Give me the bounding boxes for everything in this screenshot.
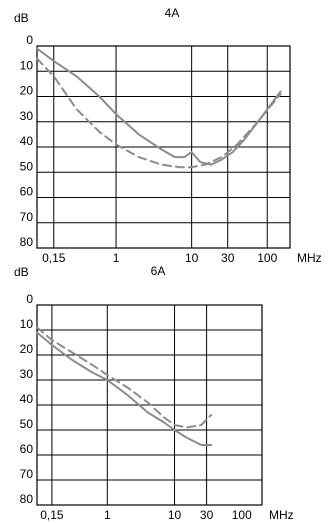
chart-0-ytick-label-4: 40 [20,134,34,148]
chart-0-ytick-label-8: 80 [20,235,34,249]
chart-0-xtick-label-3: 30 [221,251,235,265]
chart-0-ytick-label-1: 10 [20,58,34,72]
chart-1-xtick-label-1: 1 [104,508,111,522]
chart-0-title: 4A [165,6,180,20]
chart-1-xtick-label-0: 0,15 [40,508,64,522]
chart-6a: 0 10 20 30 40 50 60 70 80 0,15 1 10 30 100 MHz dB 6A [14,264,294,522]
chart-0-ytick-label-3: 30 [20,109,34,123]
chart-1-ytick-label-7: 70 [20,467,34,481]
chart-0-xtick-label-1: 1 [113,251,120,265]
chart-1-ytick-label-4: 40 [20,392,34,406]
chart-0-frame [36,45,291,249]
chart-0-series-solid-line [36,47,282,166]
chart-1-xtick-label-2: 10 [168,508,182,522]
chart-0-ytick-label-7: 70 [20,210,34,224]
chart-0-ytick-label-2: 20 [20,84,34,98]
chart-1-ytick-label-1: 10 [20,317,34,331]
chart-1-ytick-label-8: 80 [20,492,34,506]
chart-1-xunit-label: MHz [269,508,294,522]
chart-0-xtick-label-2: 10 [185,251,199,265]
chart-1-ytick-label-6: 60 [20,442,34,456]
chart-0-series-dashed-line [36,57,282,169]
chart-0-xtick-label-4: 100 [257,251,277,265]
chart-1-ytick-label-5: 50 [20,417,34,431]
chart-0-ytick-label-5: 50 [20,159,34,173]
chart-1-ytick-label-2: 20 [20,342,34,356]
chart-1-ytick-label-0: 0 [26,292,33,306]
chart-1-xtick-label-4: 100 [232,508,252,522]
chart-1-series-solid-line [36,331,213,446]
chart-0-ylabel: dB [14,11,29,25]
chart-4a: 0 10 20 30 40 50 60 70 80 0,15 1 10 30 100 MHz dB 4A [14,6,322,265]
chart-1-xtick-label-3: 30 [200,508,214,522]
chart-1-ytick-label-3: 30 [20,367,34,381]
chart-0-xtick-label-0: 0,15 [42,251,66,265]
chart-1-series-dashed-line [36,326,213,429]
chart-0-ytick-label-0: 0 [26,33,33,47]
chart-0-xunit-label: MHz [297,251,322,265]
chart-0-ytick-label-6: 60 [20,185,34,199]
chart-1-ylabel: dB [14,265,29,279]
chart-1-title: 6A [151,264,166,278]
chart-1-frame [36,304,263,506]
